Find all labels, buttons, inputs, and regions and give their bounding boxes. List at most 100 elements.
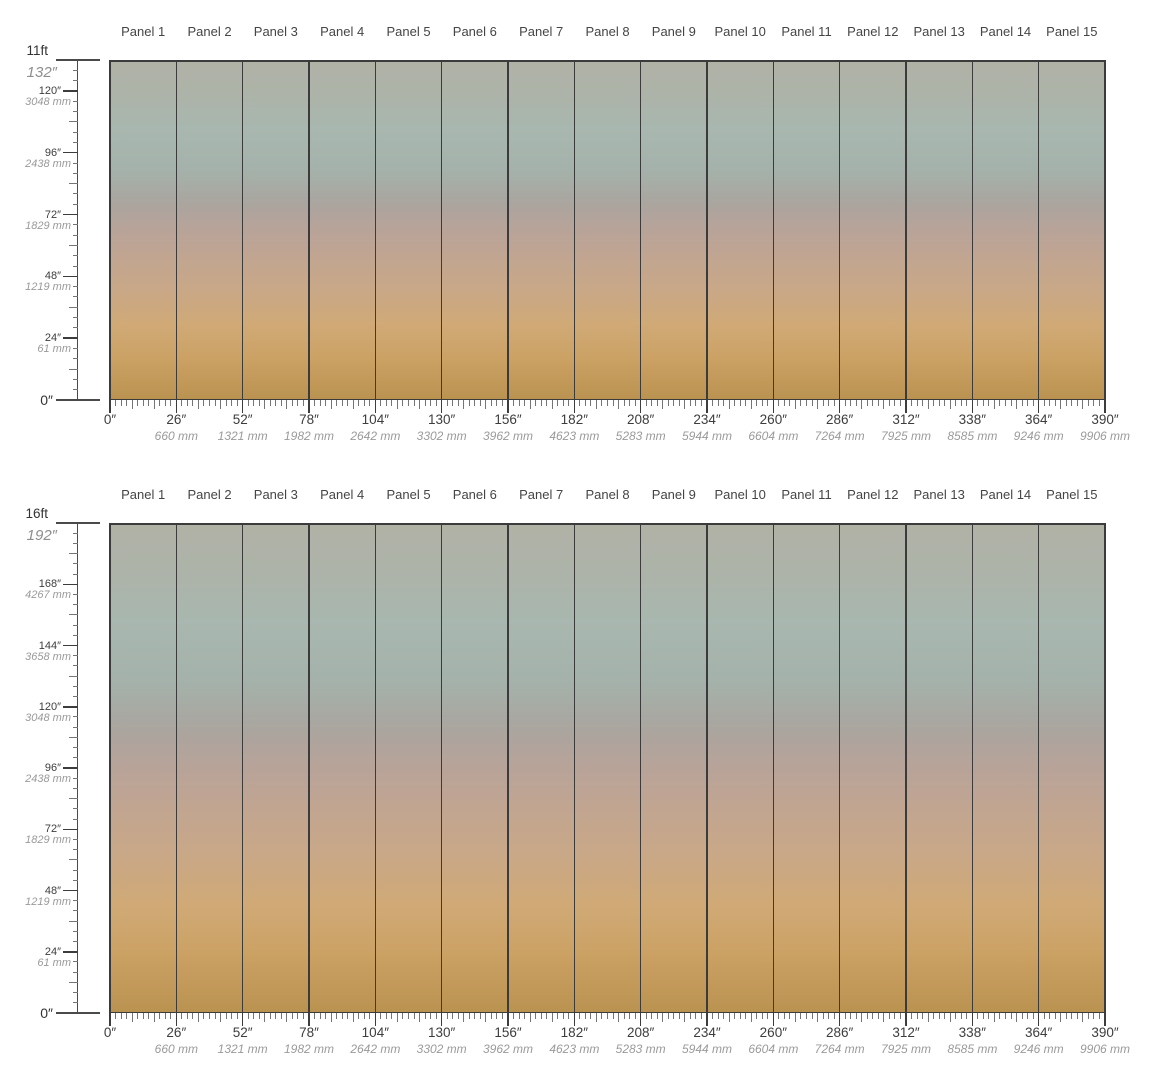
x-minor-tick — [468, 1013, 470, 1019]
x-minor-tick — [723, 400, 725, 406]
y-minor-tick — [73, 358, 78, 360]
panel-label: Panel 7 — [519, 24, 564, 39]
x-minor-tick — [927, 1013, 929, 1022]
x-minor-tick — [778, 400, 780, 406]
x-minor-tick — [850, 1013, 852, 1019]
x-minor-tick — [126, 400, 128, 406]
x-minor-tick — [1093, 400, 1095, 406]
x-minor-tick — [291, 1013, 293, 1019]
panel-label: Panel 3 — [253, 487, 298, 502]
y-minor-tick — [73, 941, 78, 943]
x-major-tick — [109, 1013, 111, 1026]
x-major-tick — [175, 1013, 178, 1026]
x-minor-tick — [529, 1013, 531, 1022]
x-major-tick — [308, 400, 310, 413]
x-minor-tick — [1032, 400, 1034, 406]
x-tick-label-mm: 9246 mm — [1013, 1042, 1064, 1056]
y-major-tick — [63, 767, 78, 769]
x-minor-tick — [236, 1013, 238, 1019]
y-minor-tick — [73, 317, 78, 319]
x-minor-tick — [728, 1013, 730, 1022]
x-minor-tick — [700, 1013, 702, 1019]
x-minor-tick — [209, 400, 210, 406]
panel-label: Panel 4 — [320, 487, 365, 502]
x-minor-tick — [734, 400, 736, 406]
x-tick-label-inches: 286″ — [826, 412, 854, 427]
panel-divider — [639, 523, 642, 1013]
x-minor-tick — [656, 1013, 658, 1019]
panel-label: Panel 5 — [386, 24, 431, 39]
x-minor-tick — [817, 1013, 819, 1022]
x-minor-tick — [452, 400, 454, 406]
x-tick-label-inches: 0″ — [103, 412, 117, 427]
x-minor-tick — [413, 1013, 415, 1019]
y-ruler-top-line — [56, 522, 100, 524]
panel-divider — [440, 523, 443, 1013]
panel-diagram-11ft: 11ft 132″ 0″ Panel 1 Panel 2 Panel 3 Panel … — [0, 0, 1161, 465]
x-minor-tick — [850, 400, 852, 406]
y-tick-label-inches: 120″ — [38, 84, 61, 97]
panel-label: Panel 11 — [781, 24, 832, 39]
x-minor-tick — [888, 1013, 890, 1019]
panel-divider — [374, 60, 377, 400]
x-minor-tick — [806, 1013, 807, 1019]
x-minor-tick — [662, 1013, 664, 1022]
y-minor-tick — [73, 818, 78, 820]
x-minor-tick — [490, 1013, 492, 1019]
x-minor-tick — [999, 1013, 1001, 1019]
x-minor-tick — [595, 400, 597, 409]
x-tick-label-inches: 182″ — [560, 412, 588, 427]
x-minor-tick — [468, 400, 470, 406]
x-major-tick — [507, 1013, 509, 1026]
panel-label: Panel 2 — [187, 487, 232, 502]
x-tick-label-mm: 7264 mm — [814, 1042, 865, 1056]
x-minor-tick — [723, 1013, 725, 1019]
x-minor-tick — [794, 400, 796, 409]
panel-divider — [109, 60, 111, 400]
panel-divider — [241, 523, 244, 1013]
y-minor-tick — [73, 593, 78, 595]
x-minor-tick — [197, 400, 199, 409]
x-minor-tick — [264, 1013, 266, 1022]
x-major-tick — [971, 400, 974, 413]
panel-label: Panel 14 — [979, 24, 1032, 39]
x-minor-tick — [352, 1013, 354, 1022]
panel-area — [110, 60, 1105, 400]
x-minor-tick — [1021, 1013, 1023, 1019]
x-minor-tick — [1010, 400, 1012, 406]
y-minor-tick — [69, 798, 78, 800]
x-minor-tick — [944, 1013, 946, 1019]
x-minor-tick — [164, 1013, 166, 1019]
y-minor-tick — [73, 347, 78, 349]
panel-divider — [971, 60, 974, 400]
x-minor-tick — [916, 1013, 918, 1019]
panel-divider — [1104, 60, 1106, 400]
panel-label: Panel 1 — [121, 24, 166, 39]
x-minor-tick — [297, 400, 299, 406]
y-zero-label: 0″ — [40, 1005, 53, 1021]
x-minor-tick — [700, 400, 702, 406]
x-tick-label-inches: 260″ — [759, 412, 787, 427]
height-ft-label: 11ft — [26, 43, 48, 58]
y-minor-tick — [73, 80, 78, 82]
x-tick-label-inches: 390″ — [1091, 1025, 1119, 1040]
x-major-tick — [440, 1013, 443, 1026]
x-minor-tick — [363, 400, 365, 406]
x-minor-tick — [579, 1013, 581, 1019]
x-tick-label-mm: 6604 mm — [748, 429, 799, 443]
panel-divider — [639, 60, 642, 400]
y-ruler-bottom-line — [56, 1012, 100, 1014]
y-ruler-bottom-line — [56, 399, 100, 401]
y-minor-tick — [73, 131, 78, 133]
y-minor-tick — [73, 961, 78, 963]
x-minor-tick — [988, 1013, 990, 1019]
y-minor-tick — [73, 100, 78, 102]
panel-label: Panel 10 — [714, 487, 766, 502]
x-minor-tick — [1043, 400, 1045, 406]
x-minor-tick — [336, 400, 338, 406]
y-major-tick — [63, 644, 78, 647]
x-minor-tick — [761, 400, 763, 406]
x-minor-tick — [330, 400, 332, 409]
x-minor-tick — [336, 1013, 338, 1019]
x-minor-tick — [546, 400, 548, 406]
